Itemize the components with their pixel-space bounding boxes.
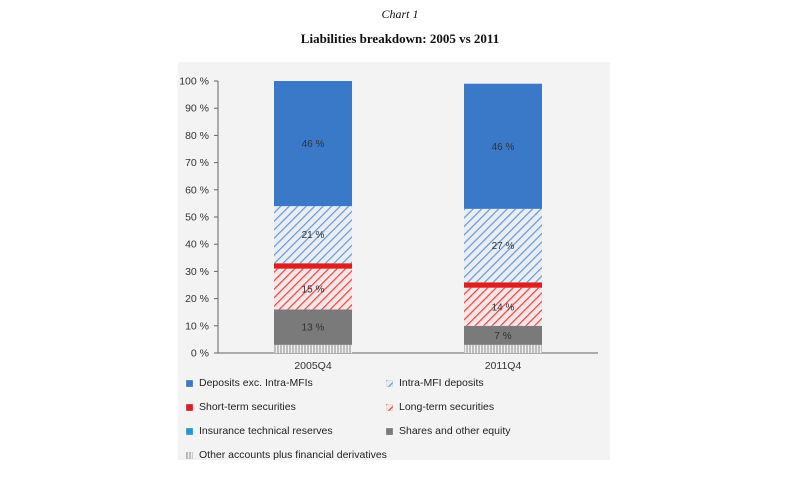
legend-label: Other accounts plus financial derivative… xyxy=(199,449,387,461)
chart-panel: 0 % 10 % 20 % 30 % 40 % 50 % 60 % 70 % 80 % 90 % 1… xyxy=(178,62,610,461)
data-label: 21 % xyxy=(302,230,325,241)
y-tick-label: 0 % xyxy=(191,348,209,360)
bar-segment xyxy=(464,282,542,288)
y-tick-label: 90 % xyxy=(185,103,209,115)
data-label: 7 % xyxy=(494,331,511,342)
bar-segment xyxy=(274,344,352,353)
chart-caption-label: Chart 1 xyxy=(381,7,419,21)
x-tick-label: 2005Q4 xyxy=(294,360,332,372)
x-tick-label: 2011Q4 xyxy=(485,360,522,372)
y-tick-label: 30 % xyxy=(185,266,209,278)
legend-item: Insurance technical reserves xyxy=(186,425,333,437)
bar-segment xyxy=(274,81,352,207)
data-label: 46 % xyxy=(302,139,325,150)
legend-label: Insurance technical reserves xyxy=(199,425,333,437)
y-tick-label: 50 % xyxy=(185,212,209,224)
legend-label: Deposits exc. Intra-MFIs xyxy=(199,377,313,389)
legend-swatch xyxy=(386,379,393,387)
legend-item: Shares and other equity xyxy=(386,425,511,437)
legend-swatch xyxy=(186,379,193,387)
bar-segment xyxy=(464,287,542,326)
y-tick-label: 40 % xyxy=(185,239,209,251)
legend-swatch xyxy=(186,427,193,435)
legend-label: Short-term securities xyxy=(199,401,296,413)
legend-swatch xyxy=(186,451,193,459)
legend-item: Deposits exc. Intra-MFIs xyxy=(186,377,313,389)
bar-segment xyxy=(464,208,542,283)
data-label: 15 % xyxy=(302,285,325,296)
legend-item: Long-term securities xyxy=(386,401,494,413)
data-label: 46 % xyxy=(492,142,515,153)
data-label: 27 % xyxy=(492,241,515,252)
legend-label: Intra-MFI deposits xyxy=(399,377,484,389)
bar-segment xyxy=(274,309,352,345)
y-tick-label: 100 % xyxy=(179,76,209,88)
legend-label: Shares and other equity xyxy=(399,425,511,437)
legend-item: Other accounts plus financial derivative… xyxy=(186,449,387,461)
legend-swatch xyxy=(386,403,393,411)
legend-swatch xyxy=(386,427,393,435)
chart-title: Liabilities breakdown: 2005 vs 2011 xyxy=(300,31,500,46)
bar-segment xyxy=(464,83,542,209)
bar-segment xyxy=(274,206,352,264)
legend-label: Long-term securities xyxy=(399,401,495,413)
data-label: 14 % xyxy=(492,302,515,313)
y-tick-label: 10 % xyxy=(185,320,209,332)
bar-segment xyxy=(464,344,542,353)
bar-segment xyxy=(274,263,352,269)
bar-segment xyxy=(464,325,542,345)
y-tick-label: 70 % xyxy=(185,157,209,169)
y-tick-label: 20 % xyxy=(185,293,209,305)
legend-item: Intra-MFI deposits xyxy=(386,377,484,389)
y-tick-label: 80 % xyxy=(185,130,209,142)
legend-swatch xyxy=(186,403,193,411)
data-label: 13 % xyxy=(302,323,325,334)
bar-segment xyxy=(274,268,352,310)
y-tick-label: 60 % xyxy=(185,184,209,196)
legend-item: Short-term securities xyxy=(186,401,296,413)
stacked-bar-chart: 0 % 10 % 20 % 30 % 40 % 50 % 60 % 70 % 80 % 90 % 1… xyxy=(179,76,598,372)
